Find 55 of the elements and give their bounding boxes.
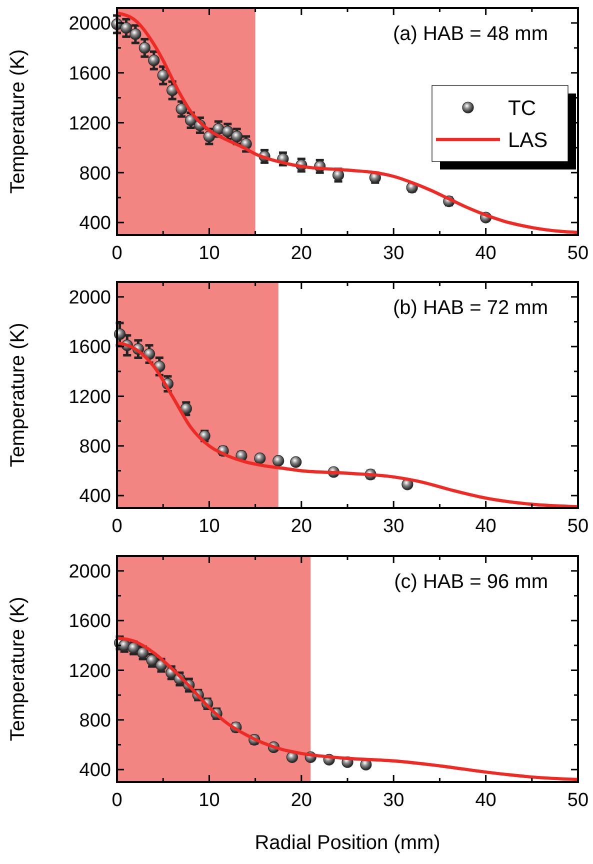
x-tick-label: 40 <box>475 243 496 264</box>
x-tick-label: 30 <box>383 790 404 811</box>
y-tick-label: 1600 <box>68 64 111 85</box>
y-tick-label: 1200 <box>68 386 111 408</box>
x-tick-label: 50 <box>567 516 589 537</box>
x-tick-label: 0 <box>112 516 122 537</box>
annotation: (a) HAB = 48 mm <box>392 23 548 45</box>
point <box>130 28 142 40</box>
y-axis-title: Temperature (K) <box>7 49 29 194</box>
x-tick-label: 0 <box>112 243 122 264</box>
y-axis-title: Temperature (K) <box>7 322 29 468</box>
x-tick-label: 20 <box>290 516 312 537</box>
annotation: (b) HAB = 72 mm <box>392 297 548 319</box>
annotation: (c) HAB = 96 mm <box>394 571 548 593</box>
point <box>157 70 169 82</box>
line-series <box>117 341 578 508</box>
line-series <box>117 11 578 234</box>
legend-label: LAS <box>508 128 548 152</box>
point <box>290 456 302 468</box>
x-tick-label: 10 <box>198 243 220 264</box>
x-tick-label: 20 <box>290 243 312 264</box>
y-tick-label: 800 <box>79 436 111 458</box>
y-tick-label: 1200 <box>68 113 111 134</box>
point <box>254 452 266 464</box>
x-tick-label: 10 <box>198 790 220 811</box>
y-tick-label: 400 <box>79 760 111 782</box>
x-tick-label: 0 <box>112 790 122 811</box>
point <box>138 42 150 54</box>
point <box>148 54 160 66</box>
legend-label: TC <box>508 96 536 120</box>
x-tick-label: 40 <box>475 790 496 811</box>
y-tick-label: 2000 <box>68 288 111 309</box>
y-tick-label: 2000 <box>68 562 111 583</box>
x-tick-label: 10 <box>198 516 220 537</box>
point <box>272 455 284 467</box>
y-tick-label: 400 <box>79 213 111 234</box>
x-tick-label: 50 <box>567 790 589 811</box>
point <box>176 103 188 115</box>
y-tick-label: 2000 <box>68 14 111 35</box>
x-tick-label: 30 <box>383 243 404 264</box>
y-tick-label: 1600 <box>68 337 111 358</box>
x-tick-label: 40 <box>475 516 496 537</box>
x-tick-label: 30 <box>383 516 404 537</box>
point <box>222 126 234 138</box>
y-tick-label: 400 <box>79 486 111 508</box>
point <box>231 130 243 142</box>
x-tick-label: 50 <box>567 243 589 264</box>
y-tick-label: 800 <box>79 163 111 184</box>
point <box>120 22 132 34</box>
y-tick-label: 1200 <box>68 660 111 682</box>
x-axis-title: Radial Position (mm) <box>254 832 440 854</box>
x-tick-label: 20 <box>290 790 312 811</box>
y-tick-label: 1600 <box>68 611 111 632</box>
y-axis-title: Temperature (K) <box>7 596 29 742</box>
y-tick-label: 800 <box>79 710 111 732</box>
